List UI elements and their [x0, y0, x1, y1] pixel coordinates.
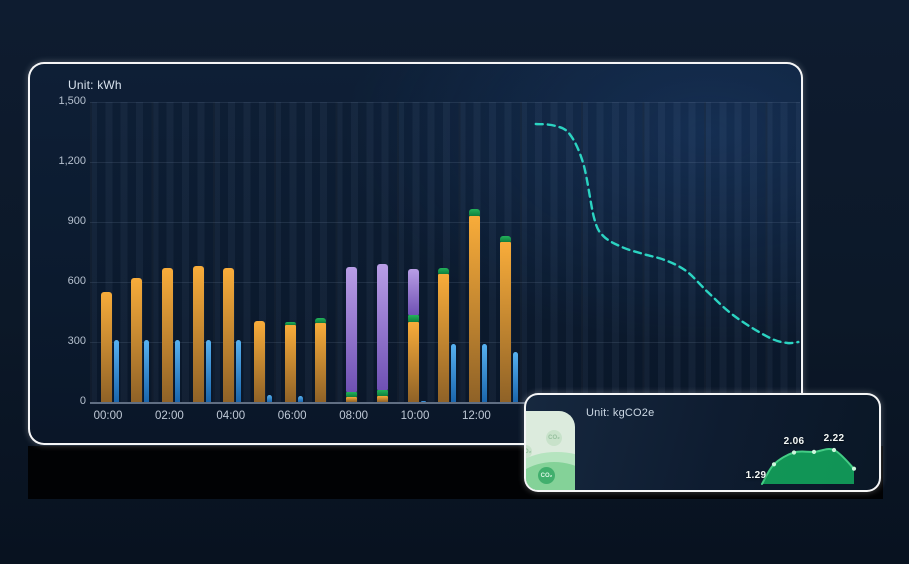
co2-point-marker	[811, 449, 817, 454]
kwh-unit-label: Unit: kWh	[68, 78, 122, 92]
co2-unit-label: Unit: kgCO2e	[586, 407, 655, 419]
orange-consumption-bar	[161, 268, 173, 402]
green-segment-bar	[468, 209, 480, 216]
orange-consumption-bar	[131, 278, 143, 402]
y-axis-tick-label: 1,200	[58, 155, 86, 167]
co2-chart-panel: CO₂ CO₂ CO₂ Unit: kgCO2e 1.29 2.06 2.22	[524, 393, 881, 492]
x-axis-tick-label: 12:00	[462, 410, 491, 422]
co2-point-marker	[791, 450, 797, 455]
co2-point-label: 1.29	[745, 470, 767, 482]
green-segment-bar	[376, 390, 388, 396]
co2-point-label: 2.06	[783, 435, 805, 447]
co2-point-marker	[851, 466, 857, 471]
orange-consumption-bar	[100, 292, 112, 402]
x-axis-tick-label: 00:00	[93, 410, 123, 422]
orange-consumption-bar	[192, 266, 204, 402]
co2-point-marker	[831, 447, 837, 453]
blue-thin-bar	[144, 340, 150, 402]
purple-segment-bar	[407, 269, 419, 315]
y-axis-tick-label: 900	[67, 215, 86, 227]
co2-bubble-icon: CO₂	[546, 430, 562, 446]
orange-consumption-bar	[284, 325, 296, 402]
kwh-plot[interactable]	[90, 102, 800, 404]
gridline	[90, 222, 800, 223]
green-segment-bar	[499, 236, 511, 242]
green-segment-bar	[438, 268, 450, 274]
co2-point-label: 2.22	[823, 433, 845, 444]
orange-consumption-bar	[438, 274, 450, 402]
co2-bubble-icon: CO₂	[538, 467, 555, 484]
green-segment-bar	[315, 318, 327, 323]
gridline	[90, 162, 800, 163]
y-axis-tick-label: 600	[67, 275, 86, 287]
orange-consumption-bar	[223, 268, 235, 402]
y-axis-tick-label: 300	[67, 335, 86, 347]
orange-consumption-bar	[499, 242, 511, 402]
green-segment-bar	[284, 322, 296, 325]
purple-segment-bar	[346, 267, 358, 392]
x-axis-tick-label: 08:00	[339, 410, 368, 422]
blue-thin-bar	[420, 401, 426, 402]
blue-thin-bar	[267, 395, 272, 402]
gridline	[90, 102, 800, 103]
orange-consumption-bar	[346, 397, 358, 402]
orange-consumption-bar	[254, 321, 265, 402]
orange-consumption-bar	[315, 323, 327, 402]
x-axis-tick-label: 04:00	[216, 410, 246, 422]
blue-thin-bar	[174, 340, 180, 402]
orange-consumption-bar	[376, 396, 388, 402]
co2-bubble-icon: CO₂	[526, 445, 532, 458]
co2-point-marker	[771, 462, 777, 467]
blue-thin-bar	[451, 344, 457, 402]
y-axis-tick-label: 0	[79, 395, 86, 407]
blue-thin-bar	[205, 340, 211, 402]
x-axis-tick-label: 10:00	[400, 410, 430, 422]
orange-consumption-bar	[468, 216, 480, 402]
blue-thin-bar	[512, 352, 518, 402]
co2-plot[interactable]: 1.29 2.06 2.22	[526, 395, 879, 490]
y-axis-tick-label: 1,500	[58, 95, 86, 107]
energy-chart-panel: Unit: kWh 1,500 1,200 900 600 300 0 00:00 02:0…	[28, 62, 803, 445]
blue-thin-bar	[236, 340, 242, 402]
green-segment-bar	[407, 315, 419, 322]
co2-decorative-card: CO₂ CO₂ CO₂	[526, 411, 575, 490]
green-segment-bar	[346, 392, 358, 397]
blue-thin-bar	[481, 344, 487, 402]
blue-thin-bar	[297, 396, 303, 402]
x-axis-tick-label: 06:00	[277, 410, 307, 422]
x-axis-tick-label: 02:00	[155, 410, 184, 422]
blue-thin-bar	[113, 340, 119, 402]
purple-segment-bar	[376, 264, 388, 390]
orange-consumption-bar	[407, 322, 419, 402]
